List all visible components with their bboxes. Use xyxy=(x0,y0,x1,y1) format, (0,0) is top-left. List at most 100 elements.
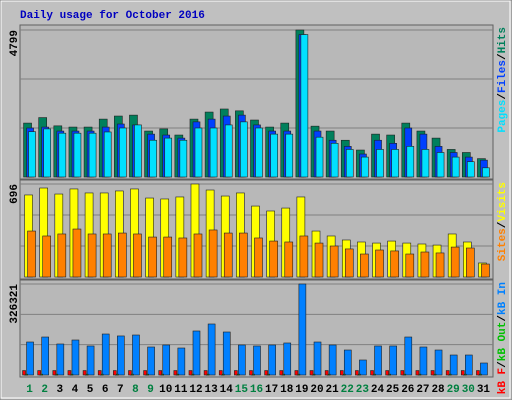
bar xyxy=(143,370,147,376)
bar xyxy=(87,233,97,278)
bar xyxy=(119,127,127,178)
bar xyxy=(269,240,278,278)
legend-entry: kB In xyxy=(497,282,509,315)
x-tick-label: 17 xyxy=(265,384,278,396)
bar xyxy=(300,34,309,178)
legend-entry: kB Out xyxy=(497,322,509,362)
bar xyxy=(465,354,473,376)
x-tick-label: 18 xyxy=(280,384,294,396)
x-tick-label: 22 xyxy=(341,384,354,396)
bar xyxy=(102,233,112,278)
bar xyxy=(208,229,218,278)
bar xyxy=(177,347,186,376)
bar xyxy=(285,133,294,178)
bar xyxy=(254,237,263,278)
bar xyxy=(329,245,339,278)
bar xyxy=(57,233,67,278)
legend-entry: Files xyxy=(497,60,509,93)
bar xyxy=(451,156,460,178)
bar xyxy=(97,370,102,376)
bar xyxy=(113,370,117,376)
x-tick-label: 25 xyxy=(386,384,400,396)
bar xyxy=(389,345,397,376)
bar xyxy=(223,232,233,278)
bar xyxy=(71,339,80,376)
bar xyxy=(476,370,480,376)
x-tick-label: 26 xyxy=(401,384,414,396)
bar xyxy=(207,323,216,376)
x-tick-label: 23 xyxy=(356,384,370,396)
bar xyxy=(163,236,173,278)
legend-entry: Hits xyxy=(497,27,509,53)
legend-entry: Sites xyxy=(497,228,509,261)
bar xyxy=(72,228,82,278)
x-tick-label: 27 xyxy=(416,384,429,396)
bar xyxy=(406,146,415,178)
bar xyxy=(391,149,399,178)
bar xyxy=(279,370,284,376)
x-tick-label: 21 xyxy=(326,384,340,396)
bar xyxy=(430,370,435,376)
bar xyxy=(239,232,248,278)
x-tick-label: 3 xyxy=(57,384,64,396)
bar xyxy=(67,370,72,376)
x-tick-label: 31 xyxy=(477,384,491,396)
bar xyxy=(133,233,142,278)
bar xyxy=(179,139,188,178)
bar xyxy=(128,370,132,376)
x-tick-label: 30 xyxy=(462,384,475,396)
bar xyxy=(343,349,352,376)
bar xyxy=(359,359,367,376)
bar xyxy=(330,143,339,178)
bar xyxy=(434,349,443,376)
x-tick-label: 20 xyxy=(310,384,323,396)
x-tick-label: 8 xyxy=(132,384,139,396)
bar xyxy=(41,336,49,376)
x-tick-label: 29 xyxy=(447,384,460,396)
bar xyxy=(149,139,157,178)
bar xyxy=(37,370,41,376)
bar xyxy=(313,341,322,376)
bar xyxy=(173,370,178,376)
bar xyxy=(178,237,188,278)
bar xyxy=(374,345,382,376)
legend-entry: kB F xyxy=(497,368,509,394)
bar xyxy=(450,246,460,278)
bar xyxy=(103,131,112,178)
bar xyxy=(27,230,36,278)
bar xyxy=(218,370,223,376)
bar xyxy=(203,370,208,376)
bar xyxy=(255,127,263,178)
bar xyxy=(147,346,155,376)
x-tick-label: 13 xyxy=(205,384,219,396)
x-tick-label: 1 xyxy=(26,384,33,396)
legend-separator: / xyxy=(497,315,509,322)
bar xyxy=(339,370,344,376)
bar xyxy=(466,247,475,278)
bar xyxy=(209,127,218,178)
bar xyxy=(134,124,142,178)
bar xyxy=(188,370,193,376)
bar xyxy=(194,127,203,178)
bar xyxy=(28,131,36,178)
bar xyxy=(420,251,430,278)
bar xyxy=(82,370,87,376)
bar xyxy=(435,252,445,278)
bar xyxy=(404,336,413,376)
bar xyxy=(192,330,201,376)
bar xyxy=(234,370,238,376)
bar xyxy=(370,370,374,376)
bar xyxy=(315,136,324,178)
legend-entry: Visits xyxy=(497,182,509,222)
bar xyxy=(284,241,294,278)
bar xyxy=(361,156,369,178)
bar xyxy=(390,250,399,278)
legend: Sites/Visits xyxy=(497,182,509,261)
bar xyxy=(264,370,268,376)
legend: kB F/kB Out/kB In xyxy=(497,282,509,394)
bar xyxy=(480,362,488,376)
x-tick-label: 28 xyxy=(431,384,445,396)
bar xyxy=(222,331,231,376)
bar xyxy=(415,370,420,376)
